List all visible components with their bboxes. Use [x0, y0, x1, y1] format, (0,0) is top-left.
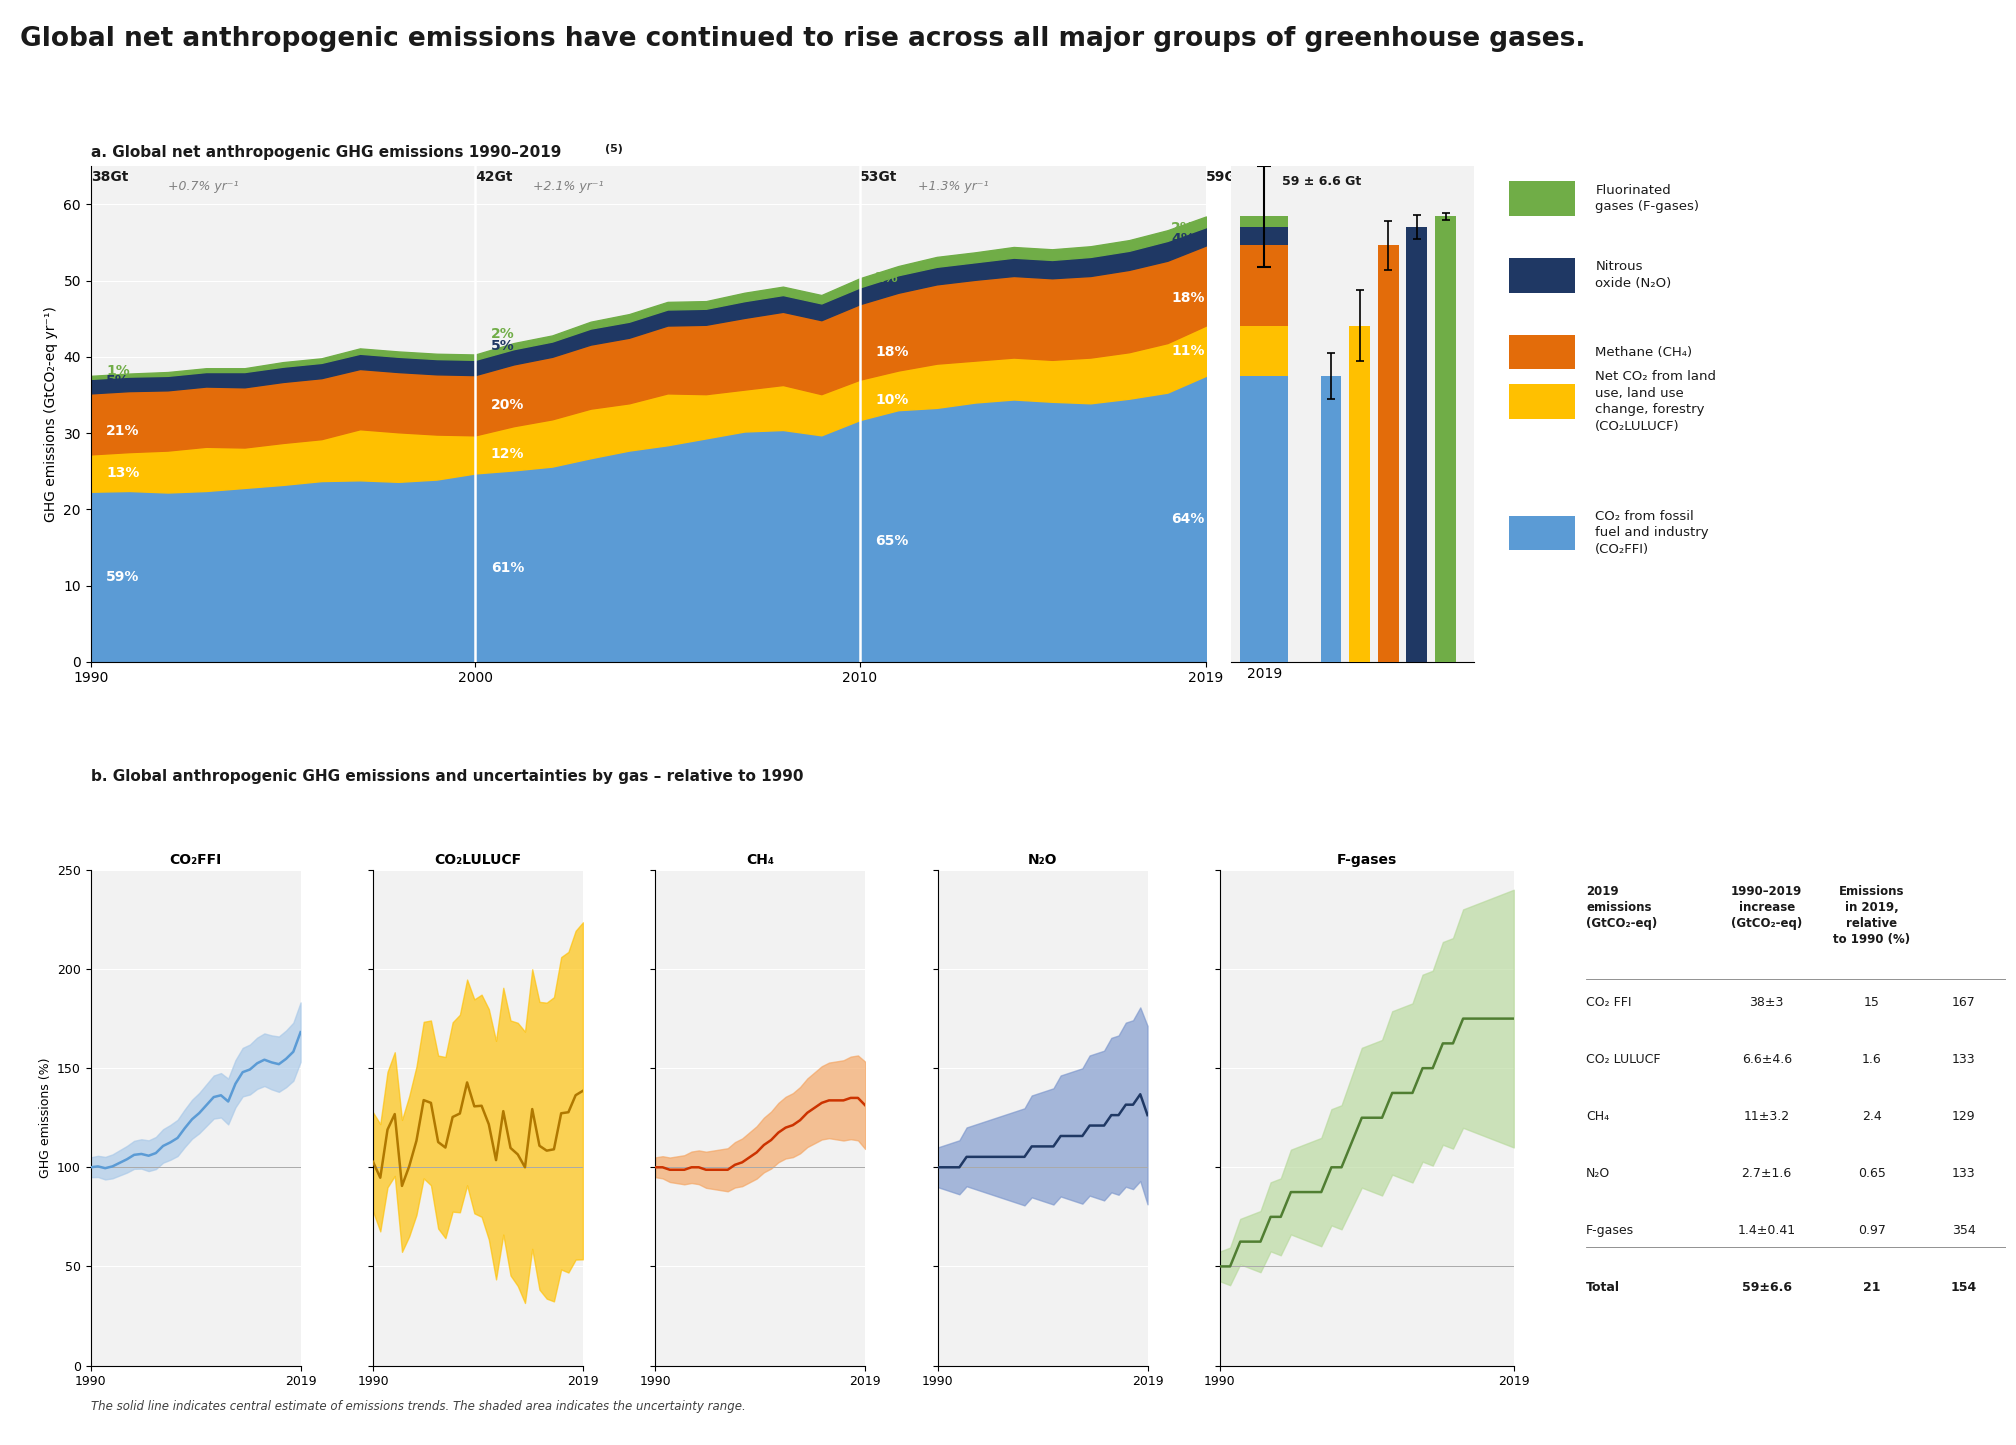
Bar: [1240, 227, 1288, 246]
Text: a. Global net anthropogenic GHG emissions 1990–2019: a. Global net anthropogenic GHG emission…: [91, 144, 560, 159]
Text: b. Global anthropogenic GHG emissions and uncertainties by gas – relative to 199: b. Global anthropogenic GHG emissions an…: [91, 769, 802, 783]
Bar: [1377, 246, 1399, 662]
Text: 65%: 65%: [875, 533, 909, 548]
Y-axis label: GHG emissions (GtCO₂-eq yr⁻¹): GHG emissions (GtCO₂-eq yr⁻¹): [44, 306, 58, 522]
FancyBboxPatch shape: [1510, 384, 1574, 419]
Bar: [1240, 325, 1288, 376]
Text: 1%: 1%: [107, 364, 129, 377]
Text: Fluorinated
gases (F-gases): Fluorinated gases (F-gases): [1595, 184, 1699, 214]
Text: 13%: 13%: [107, 467, 139, 480]
Text: +1.3% yr⁻¹: +1.3% yr⁻¹: [917, 179, 988, 192]
Text: 133: 133: [1951, 1053, 1976, 1066]
Text: CO₂ from fossil
fuel and industry
(CO₂FFI): CO₂ from fossil fuel and industry (CO₂FF…: [1595, 510, 1710, 556]
Text: 5%: 5%: [875, 283, 899, 296]
Text: 15: 15: [1863, 996, 1879, 1009]
Title: N₂O: N₂O: [1028, 854, 1056, 867]
Text: N₂O: N₂O: [1587, 1168, 1611, 1181]
Text: 59Gt: 59Gt: [1206, 171, 1244, 184]
Text: Global net anthropogenic emissions have continued to rise across all major group: Global net anthropogenic emissions have …: [20, 26, 1587, 52]
Text: 20%: 20%: [490, 399, 524, 412]
Text: 133: 133: [1951, 1168, 1976, 1181]
FancyBboxPatch shape: [1510, 335, 1574, 370]
Text: +0.7% yr⁻¹: +0.7% yr⁻¹: [167, 179, 238, 192]
Text: CO₂ LULUCF: CO₂ LULUCF: [1587, 1053, 1661, 1066]
Text: 2%: 2%: [1171, 221, 1195, 236]
Text: Methane (CH₄): Methane (CH₄): [1595, 345, 1693, 358]
Text: 354: 354: [1951, 1224, 1976, 1237]
Text: 42Gt: 42Gt: [476, 171, 512, 184]
Text: 2%: 2%: [490, 327, 514, 341]
Bar: [1240, 376, 1288, 662]
FancyBboxPatch shape: [1510, 516, 1574, 551]
Text: (5): (5): [605, 144, 623, 155]
Title: CH₄: CH₄: [746, 854, 774, 867]
Bar: [1240, 217, 1288, 227]
Text: 167: 167: [1951, 996, 1976, 1009]
Text: 2%: 2%: [875, 272, 899, 285]
Y-axis label: GHG emissions (%): GHG emissions (%): [38, 1058, 52, 1178]
Text: Nitrous
oxide (N₂O): Nitrous oxide (N₂O): [1595, 260, 1671, 290]
Title: F-gases: F-gases: [1337, 854, 1397, 867]
Text: 1990–2019
increase
(GtCO₂-eq): 1990–2019 increase (GtCO₂-eq): [1732, 884, 1802, 929]
Text: 2.7±1.6: 2.7±1.6: [1742, 1168, 1792, 1181]
Text: 53Gt: 53Gt: [861, 171, 897, 184]
Text: 11±3.2: 11±3.2: [1744, 1110, 1790, 1123]
Text: Emissions
in 2019,
relative
to 1990 (%): Emissions in 2019, relative to 1990 (%): [1833, 884, 1911, 946]
Bar: [1349, 325, 1371, 662]
Text: 38Gt: 38Gt: [91, 171, 129, 184]
Text: 21: 21: [1863, 1282, 1881, 1295]
Text: +2.1% yr⁻¹: +2.1% yr⁻¹: [532, 179, 603, 192]
Text: 18%: 18%: [875, 345, 909, 358]
Text: 1.6: 1.6: [1861, 1053, 1881, 1066]
Bar: [1320, 376, 1341, 662]
Text: CO₂ FFI: CO₂ FFI: [1587, 996, 1631, 1009]
Text: Net CO₂ from land
use, land use
change, forestry
(CO₂LULUCF): Net CO₂ from land use, land use change, …: [1595, 370, 1716, 434]
Text: 0.65: 0.65: [1857, 1168, 1885, 1181]
Text: 61%: 61%: [490, 561, 524, 575]
Text: 21%: 21%: [107, 423, 139, 438]
Text: 5%: 5%: [490, 340, 514, 353]
Text: 129: 129: [1951, 1110, 1976, 1123]
Text: 10%: 10%: [875, 393, 909, 407]
Bar: [1435, 217, 1456, 662]
Text: 5%: 5%: [107, 374, 129, 389]
Text: 38±3: 38±3: [1750, 996, 1784, 1009]
Bar: [1407, 227, 1427, 662]
Text: CH₄: CH₄: [1587, 1110, 1609, 1123]
FancyBboxPatch shape: [1510, 181, 1574, 215]
Text: F-gases: F-gases: [1587, 1224, 1635, 1237]
Text: 11%: 11%: [1171, 344, 1206, 358]
Text: 6.6±4.6: 6.6±4.6: [1742, 1053, 1792, 1066]
Text: 18%: 18%: [1171, 290, 1206, 305]
Text: 59%: 59%: [107, 569, 139, 584]
Text: 4%: 4%: [1171, 233, 1195, 246]
Text: 1.4±0.41: 1.4±0.41: [1738, 1224, 1796, 1237]
Text: 2.4: 2.4: [1861, 1110, 1881, 1123]
Text: 12%: 12%: [490, 448, 524, 461]
Text: 59 ± 6.6 Gt: 59 ± 6.6 Gt: [1282, 175, 1361, 188]
Text: 154: 154: [1951, 1282, 1978, 1295]
Text: 2019
emissions
(GtCO₂-eq): 2019 emissions (GtCO₂-eq): [1587, 884, 1657, 929]
FancyBboxPatch shape: [1510, 257, 1574, 292]
Title: CO₂LULUCF: CO₂LULUCF: [433, 854, 522, 867]
Bar: [1240, 246, 1288, 325]
Text: 64%: 64%: [1171, 512, 1206, 526]
Text: Total: Total: [1587, 1282, 1621, 1295]
Text: The solid line indicates central estimate of emissions trends. The shaded area i: The solid line indicates central estimat…: [91, 1400, 746, 1413]
Title: CO₂FFI: CO₂FFI: [169, 854, 222, 867]
Text: 0.97: 0.97: [1857, 1224, 1885, 1237]
Text: 59±6.6: 59±6.6: [1742, 1282, 1792, 1295]
